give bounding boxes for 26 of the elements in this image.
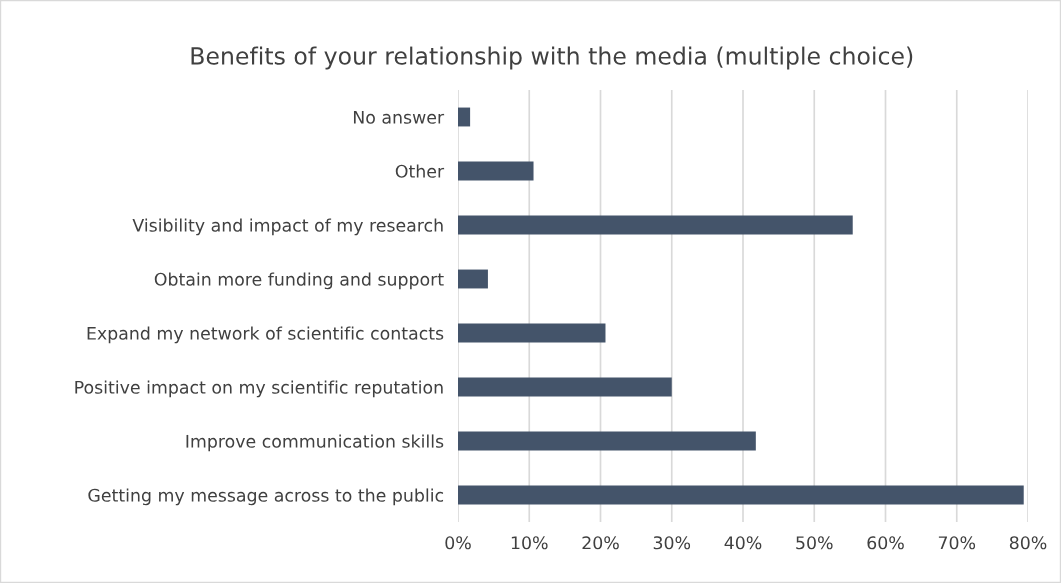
- y-tick-label: No answer: [353, 110, 445, 124]
- y-tick-label: Expand my network of scientific contacts: [87, 326, 444, 344]
- y-tick-label: Obtain more funding and support: [154, 272, 444, 290]
- bar: [458, 431, 756, 451]
- x-tick-label: 40%: [724, 536, 762, 550]
- bar: [458, 323, 606, 343]
- x-tick-label: 0%: [445, 536, 471, 550]
- y-tick-label: Visibility and impact of my research: [132, 218, 443, 236]
- x-tick-label: 30%: [653, 536, 691, 550]
- x-tick-label: 80%: [1009, 536, 1047, 550]
- x-tick-label: 60%: [867, 536, 904, 550]
- y-tick-label: Getting my message across to the public: [88, 488, 444, 506]
- bar: [458, 377, 672, 397]
- bar: [458, 269, 488, 289]
- bar: [458, 107, 471, 127]
- x-tick-label: 20%: [582, 536, 619, 550]
- y-tick-label: Positive impact on my scientific reputation: [75, 380, 443, 398]
- x-tick-label: 10%: [511, 536, 548, 550]
- bar: [458, 485, 1024, 505]
- x-tick-label: 50%: [796, 536, 833, 550]
- chart-title: Benefits of your relationship with the media (multiple choice): [191, 46, 913, 70]
- y-tick-label: Other: [395, 164, 445, 178]
- bar: [458, 161, 534, 181]
- x-tick-label: 70%: [938, 536, 976, 550]
- bar: [458, 215, 853, 235]
- y-tick-label: Improve communication skills: [186, 434, 444, 452]
